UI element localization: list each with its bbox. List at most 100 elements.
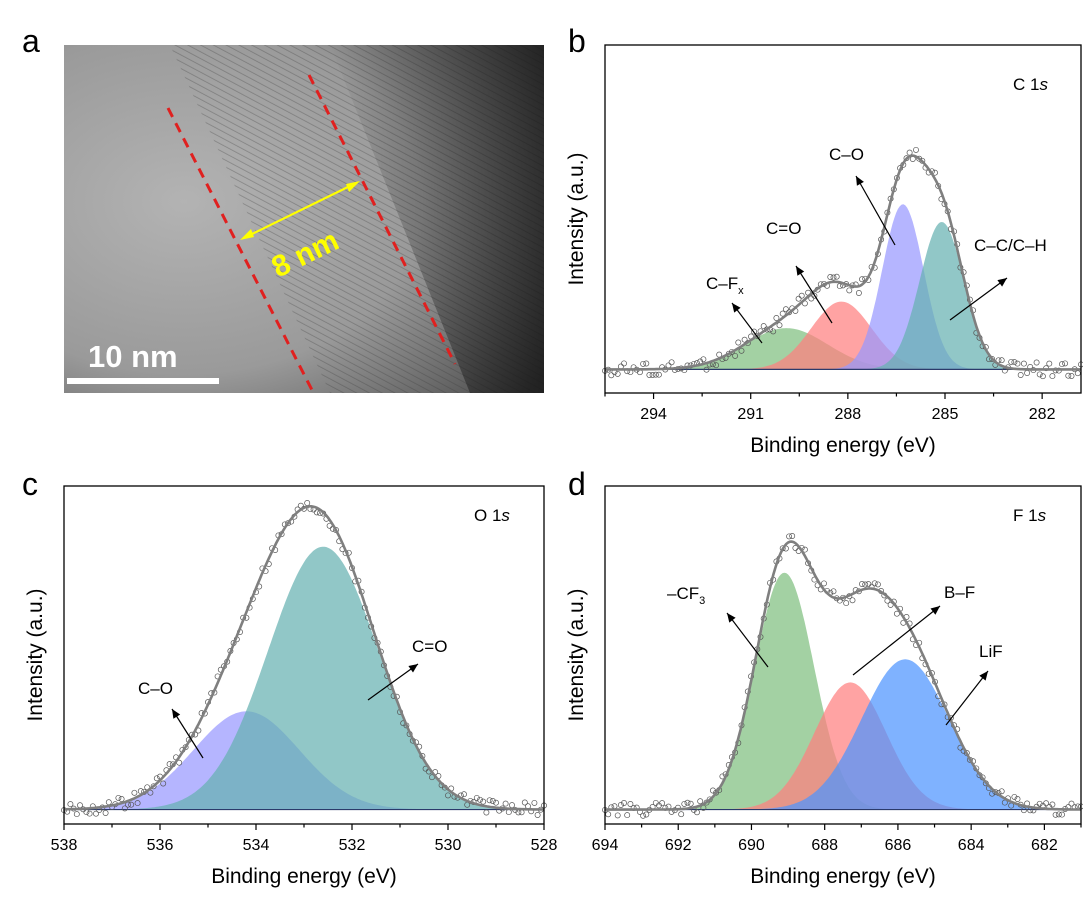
raw-data-point <box>893 610 900 617</box>
raw-data-point <box>655 371 662 378</box>
raw-data-point <box>83 809 90 816</box>
x-tick-label: 285 <box>932 406 959 423</box>
raw-data-point <box>665 362 672 369</box>
raw-data-point <box>483 809 490 816</box>
raw-data-point <box>827 274 834 280</box>
region-label-d: F 1s <box>1013 506 1047 525</box>
raw-data-point <box>1065 372 1072 379</box>
raw-data-point <box>798 292 805 299</box>
raw-data-point <box>1014 360 1021 367</box>
raw-data-point <box>871 580 878 587</box>
region-label-c-main: O 1 <box>474 506 501 525</box>
raw-data-point <box>509 802 515 809</box>
x-tick-label: 534 <box>243 837 270 854</box>
raw-data-point <box>1020 360 1027 367</box>
raw-data-point <box>1011 793 1018 800</box>
peak-label-arrow <box>795 265 833 324</box>
raw-data-point <box>659 800 666 807</box>
raw-data-point <box>115 794 122 801</box>
raw-data-point <box>121 805 128 812</box>
peak-label: C–Fx <box>706 274 744 297</box>
thickness-arrow <box>245 183 355 238</box>
raw-data-point <box>313 509 320 516</box>
tem-image <box>64 45 544 393</box>
raw-data-point <box>694 809 700 816</box>
raw-data-point <box>1059 361 1065 368</box>
panel-a: a 8 nm 10 nm <box>22 23 544 393</box>
raw-data-point <box>738 347 745 354</box>
raw-data-point <box>486 797 493 804</box>
scale-bar-label: 10 nm <box>88 339 178 374</box>
panel-letter-d: d <box>568 466 586 502</box>
raw-data-point <box>67 801 74 808</box>
peak-component-lif <box>605 659 1081 810</box>
raw-data-point <box>531 799 538 806</box>
raw-data-point <box>741 336 748 343</box>
raw-data-point <box>73 811 80 818</box>
raw-data-point <box>1033 359 1040 366</box>
raw-data-point <box>624 812 631 819</box>
region-label-b-main: C 1 <box>1013 75 1039 94</box>
x-tick-label: 684 <box>958 837 985 854</box>
interface-dashed-line-left <box>166 107 315 393</box>
raw-data-point <box>640 812 647 819</box>
raw-data-point <box>849 597 856 604</box>
x-tick-label: 282 <box>1029 406 1056 423</box>
raw-data-point <box>678 811 685 818</box>
raw-data-point <box>687 800 694 807</box>
raw-data-point <box>493 799 499 806</box>
raw-data-point <box>700 356 707 363</box>
raw-data-point <box>1068 800 1075 807</box>
arrow-head-icon <box>930 606 940 615</box>
arrow-head-icon <box>172 709 181 719</box>
peak-label-arrow <box>367 663 419 701</box>
raw-data-point <box>534 812 541 818</box>
raw-data-point <box>903 155 910 162</box>
arrow-head-icon <box>979 671 988 681</box>
raw-data-point <box>703 366 710 373</box>
peak-label-arrow <box>171 708 204 759</box>
raw-data-point <box>473 794 480 801</box>
region-label-d-italic: s <box>1038 506 1047 525</box>
raw-data-point <box>1059 811 1065 818</box>
raw-data-point <box>735 339 742 346</box>
peak-component-cfx <box>605 328 1081 370</box>
panel-letter-a: a <box>22 23 40 59</box>
raw-data-point <box>1014 796 1021 802</box>
peak-component-co <box>605 301 1081 370</box>
x-tick-label: 528 <box>531 837 558 854</box>
raw-data-point <box>134 800 141 807</box>
raw-data-point <box>621 800 627 806</box>
raw-data-point <box>792 545 799 551</box>
x-axis-title: Binding energy (eV) <box>211 865 397 888</box>
raw-data-point <box>989 356 996 362</box>
peak-label-arrow <box>949 277 1008 321</box>
raw-data-point <box>1039 373 1046 380</box>
raw-data-point <box>782 306 789 313</box>
raw-data-point <box>128 801 135 808</box>
raw-data-point <box>521 799 528 806</box>
peak-label-arrow <box>855 175 896 246</box>
raw-data-point <box>668 359 675 366</box>
fitted-envelope <box>605 154 1081 371</box>
x-tick-label: 536 <box>147 837 174 854</box>
x-tick-label: 294 <box>640 406 667 423</box>
raw-data-point <box>86 810 93 817</box>
raw-data-point <box>855 290 862 296</box>
raw-data-point <box>998 788 1005 795</box>
raw-data-point <box>811 292 818 299</box>
arrow-head-icon <box>408 664 418 673</box>
raw-data-point <box>502 800 509 807</box>
raw-data-point <box>166 761 173 768</box>
raw-data-point <box>1017 372 1024 378</box>
raw-data-point <box>859 581 865 587</box>
raw-data-point <box>93 810 99 817</box>
raw-data-point <box>989 790 996 797</box>
raw-data-point <box>643 360 650 367</box>
panel-letter-c: c <box>22 466 38 502</box>
peak-label: –CF3 <box>667 584 705 607</box>
raw-data-point <box>621 360 627 367</box>
raw-data-point <box>865 581 872 588</box>
raw-data-point <box>998 357 1005 364</box>
